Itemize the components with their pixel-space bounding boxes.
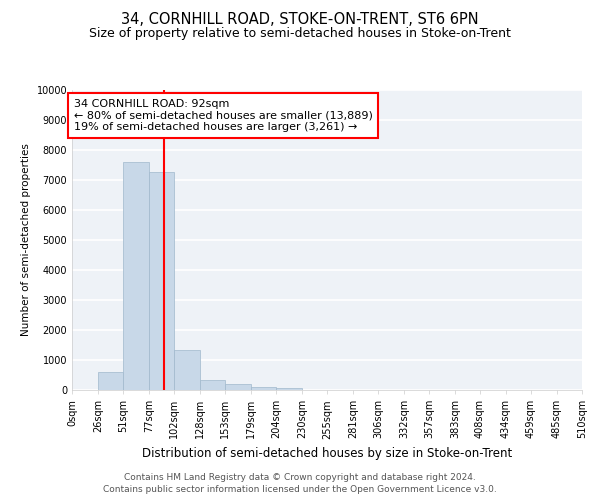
Text: 34, CORNHILL ROAD, STOKE-ON-TRENT, ST6 6PN: 34, CORNHILL ROAD, STOKE-ON-TRENT, ST6 6… [121,12,479,28]
Bar [98,372,123,390]
Text: 34 CORNHILL ROAD: 92sqm
← 80% of semi-detached houses are smaller (13,889)
19% o: 34 CORNHILL ROAD: 92sqm ← 80% of semi-de… [74,99,373,132]
Text: Size of property relative to semi-detached houses in Stoke-on-Trent: Size of property relative to semi-detach… [89,28,511,40]
Text: Contains HM Land Registry data © Crown copyright and database right 2024.: Contains HM Land Registry data © Crown c… [124,472,476,482]
Bar [276,388,302,390]
Y-axis label: Number of semi-detached properties: Number of semi-detached properties [21,144,31,336]
Bar [174,350,200,390]
Bar [200,380,225,390]
Bar [149,172,174,390]
Bar [251,387,276,390]
X-axis label: Distribution of semi-detached houses by size in Stoke-on-Trent: Distribution of semi-detached houses by … [142,447,512,460]
Text: Contains public sector information licensed under the Open Government Licence v3: Contains public sector information licen… [103,485,497,494]
Bar [225,384,251,390]
Bar [123,162,149,390]
